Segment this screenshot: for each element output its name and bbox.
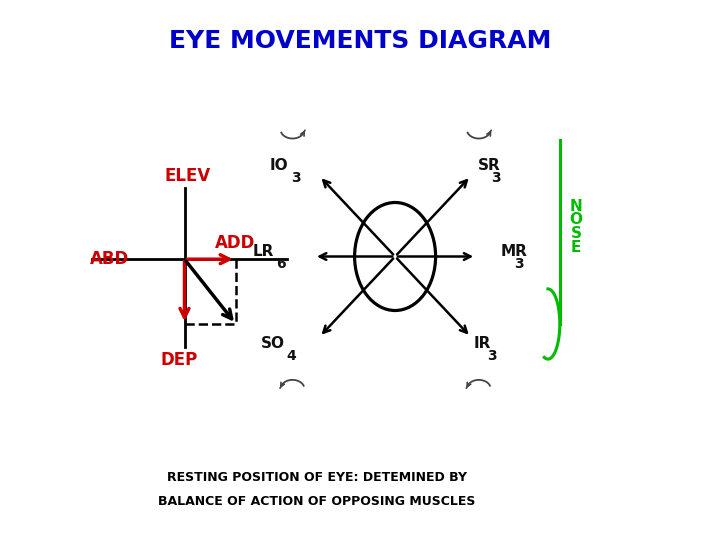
Text: SR: SR (478, 158, 500, 173)
Text: IO: IO (270, 158, 289, 173)
Text: N
O
S
E: N O S E (570, 199, 582, 255)
Text: 4: 4 (287, 349, 297, 363)
Text: 3: 3 (487, 349, 497, 363)
Text: MR: MR (500, 245, 527, 260)
Text: 3: 3 (491, 171, 501, 185)
Text: BALANCE OF ACTION OF OPPOSING MUSCLES: BALANCE OF ACTION OF OPPOSING MUSCLES (158, 495, 475, 508)
Text: IR: IR (474, 336, 491, 352)
Text: SO: SO (261, 336, 284, 352)
Text: 6: 6 (276, 258, 285, 272)
Text: ELEV: ELEV (164, 167, 210, 185)
Text: DEP: DEP (161, 351, 198, 369)
Text: LR: LR (252, 245, 274, 260)
Text: ABD: ABD (89, 250, 129, 268)
Text: 3: 3 (291, 171, 300, 185)
Text: 3: 3 (514, 258, 523, 272)
Text: ADD: ADD (215, 234, 256, 252)
Text: EYE MOVEMENTS DIAGRAM: EYE MOVEMENTS DIAGRAM (168, 29, 552, 52)
Text: RESTING POSITION OF EYE: DETEMINED BY: RESTING POSITION OF EYE: DETEMINED BY (167, 471, 467, 484)
